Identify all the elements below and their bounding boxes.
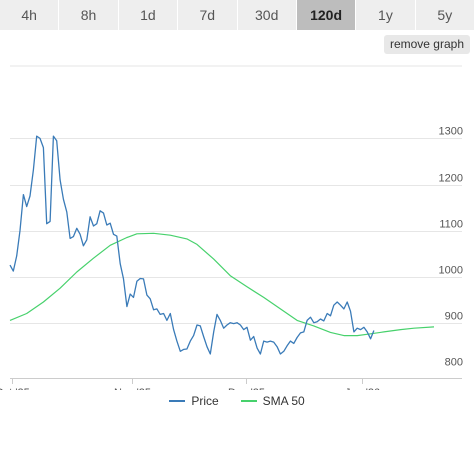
legend-item-price[interactable]: Price: [169, 394, 219, 408]
y-tick-label-800: 800: [445, 357, 463, 369]
x-tick-label-3: Jan '26: [345, 387, 380, 390]
tab-1d[interactable]: 1d: [118, 0, 179, 30]
y-tick-label-1200: 1200: [439, 173, 463, 185]
y-tick-label-1100: 1100: [439, 219, 463, 231]
x-tick-label-0: Oct '25: [0, 387, 30, 390]
legend-label-sma: SMA 50: [262, 394, 305, 408]
chart-gridlines: [10, 65, 462, 324]
remove-graph-button[interactable]: remove graph: [383, 35, 470, 54]
chart-series: [9, 135, 435, 355]
y-axis-ticks: 800 900 1000 1100 1200 1300: [439, 126, 463, 369]
tab-4h[interactable]: 4h: [0, 0, 60, 30]
legend-item-sma[interactable]: SMA 50: [240, 394, 305, 408]
x-tick-label-2: Dec '25: [228, 387, 265, 390]
sma-series-line: [9, 232, 435, 337]
range-tabs: 4h 8h 1d 7d 30d 120d 1y 5y: [0, 0, 474, 30]
legend-label-price: Price: [191, 394, 219, 408]
tab-1y[interactable]: 1y: [356, 0, 416, 30]
price-swatch-icon: [169, 400, 186, 402]
price-chart: 800 900 1000 1100 1200 1300 Oct '25 Nov '25 Dec…: [0, 65, 463, 390]
x-axis-ticks: Oct '25 Nov '25 Dec '25 Jan '26: [0, 378, 462, 390]
y-tick-label-1000: 1000: [439, 265, 463, 277]
sma-swatch-icon: [240, 400, 257, 402]
tab-7d[interactable]: 7d: [178, 0, 238, 30]
tab-30d[interactable]: 30d: [237, 0, 297, 30]
price-series-line: [9, 135, 375, 355]
x-tick-label-1: Nov '25: [114, 387, 151, 390]
y-tick-label-900: 900: [445, 311, 463, 323]
y-tick-label-1300: 1300: [439, 126, 463, 138]
tab-5y[interactable]: 5y: [415, 0, 474, 30]
chart-legend: Price SMA 50: [0, 390, 474, 412]
tab-8h[interactable]: 8h: [59, 0, 119, 30]
tab-120d[interactable]: 120d: [296, 0, 357, 30]
